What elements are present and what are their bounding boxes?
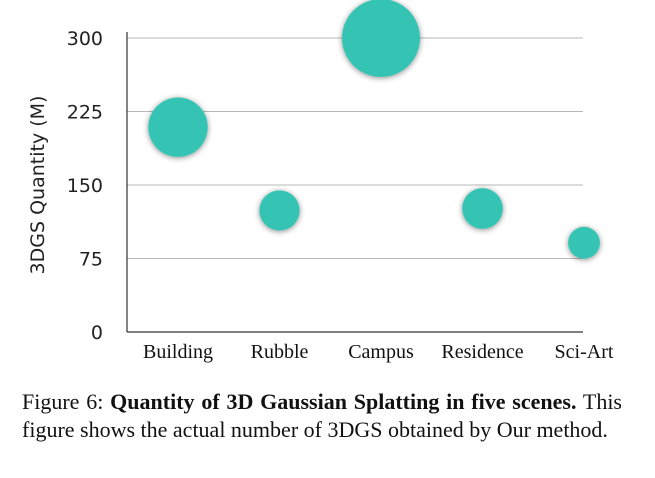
x-tick-label: Building bbox=[143, 341, 213, 363]
caption-text: This figure shows the actual number of 3… bbox=[22, 389, 622, 442]
y-tick-label: 0 bbox=[91, 322, 103, 344]
y-axis-title: 3DGS Quantity (M) bbox=[27, 96, 49, 275]
caption-label: Figure 6: bbox=[22, 389, 104, 414]
x-tick-labels: Building Rubble Campus Residence Sci-Art bbox=[143, 341, 614, 363]
y-tick-label: 150 bbox=[67, 175, 103, 197]
bubbles bbox=[148, 0, 600, 259]
x-tick-label: Residence bbox=[441, 341, 523, 363]
figure-caption: Figure 6: Quantity of 3D Gaussian Splatt… bbox=[22, 388, 622, 444]
x-tick-label: Campus bbox=[348, 341, 414, 363]
bubble-building bbox=[148, 97, 208, 157]
x-tick-label: Sci-Art bbox=[555, 341, 614, 363]
y-tick-label: 300 bbox=[67, 28, 103, 50]
bubble-chart: 0 75 150 225 300 Building Rubble Campus Residen… bbox=[27, 0, 614, 363]
x-tick-label: Rubble bbox=[251, 341, 309, 363]
bubble-residence bbox=[462, 188, 503, 229]
y-tick-label: 75 bbox=[79, 249, 103, 271]
caption-bold-title: Quantity of 3D Gaussian Splatting in fiv… bbox=[110, 389, 577, 414]
bubble-campus bbox=[342, 0, 420, 77]
y-tick-labels: 0 75 150 225 300 bbox=[67, 28, 103, 344]
bubble-sci-art bbox=[568, 226, 600, 259]
y-tick-label: 225 bbox=[67, 102, 103, 124]
axes bbox=[126, 32, 583, 333]
bubble-rubble bbox=[259, 190, 300, 231]
